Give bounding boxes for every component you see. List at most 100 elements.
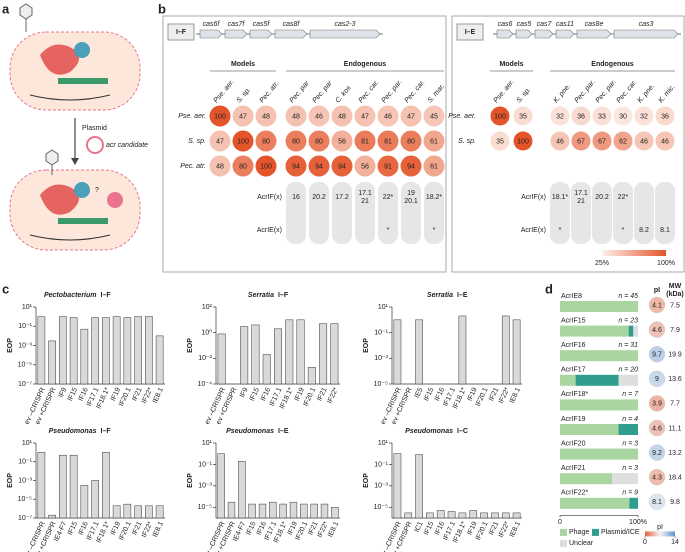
identity-cell — [592, 131, 612, 151]
acr-pill — [378, 182, 398, 244]
gene-arrow — [199, 29, 223, 39]
row-label: AcrIE8 — [561, 293, 582, 300]
identity-cell — [331, 155, 353, 177]
identity-value: 94 — [338, 163, 346, 170]
identity-value: 61 — [430, 163, 438, 170]
identity-value: 46 — [384, 113, 392, 120]
bar — [491, 512, 499, 519]
bar — [307, 367, 316, 385]
acr-cell: 20.2 — [312, 194, 326, 201]
bar-segment — [560, 350, 638, 362]
bar-segment — [560, 448, 638, 460]
chart-title: Pectobacterium — [44, 292, 97, 299]
models-header: Models — [231, 61, 255, 68]
row-label: AcrIF22* — [561, 490, 589, 497]
x-tick-label: IF9 — [239, 387, 250, 399]
acr-pill — [550, 182, 570, 244]
gene-arrow — [555, 29, 575, 39]
identity-value: 81 — [361, 138, 369, 145]
identity-value: 46 — [661, 138, 669, 145]
y-tick-label: 10¹ — [22, 304, 33, 311]
bar — [91, 317, 99, 385]
bar-segment — [628, 325, 634, 337]
identity-cell — [423, 130, 445, 152]
x-tick-label: IE8.1 — [509, 387, 522, 405]
y-tick-label: 10⁻³ — [198, 483, 212, 490]
column-label: Pec. par. — [574, 79, 597, 105]
identity-value: 56 — [338, 138, 346, 145]
y-axis-label: EOP — [363, 338, 370, 353]
type-box — [456, 23, 484, 41]
mw-value: 7.5 — [670, 302, 680, 309]
cell — [9, 169, 141, 251]
bar — [217, 453, 225, 519]
identity-value: 32 — [640, 113, 648, 120]
bar — [458, 315, 467, 385]
acr-pill — [655, 182, 675, 244]
bar — [123, 317, 132, 385]
column-label: Pec. car. — [616, 79, 639, 105]
bar — [501, 315, 510, 385]
acr-pill — [355, 182, 375, 244]
acr-pill — [613, 182, 633, 244]
identity-cell — [377, 130, 399, 152]
y-tick-label: 10⁻⁵ — [18, 362, 32, 369]
bar — [102, 317, 110, 385]
identity-cell — [308, 155, 330, 177]
legend-swatch — [560, 528, 567, 536]
gene-label: cas6 — [498, 21, 513, 28]
column-label: K. pne. — [553, 83, 573, 105]
column-label: Pec. par. — [595, 79, 618, 105]
plasmid — [86, 136, 104, 154]
y-axis-label: EOP — [7, 473, 14, 488]
identity-cell — [209, 105, 231, 127]
identity-value: 35 — [496, 138, 504, 145]
bar — [512, 319, 521, 385]
pi-circle — [648, 493, 666, 510]
bar — [145, 316, 153, 385]
bar — [217, 333, 226, 385]
legend-label: Unclear — [569, 540, 594, 547]
gene-label: cas7 — [537, 21, 553, 28]
identity-value: 47 — [216, 138, 224, 145]
identity-value: 94 — [292, 163, 300, 170]
identity-value: 48 — [262, 113, 270, 120]
identity-cell — [490, 131, 510, 151]
identity-value: 56 — [361, 163, 369, 170]
identity-cell — [571, 131, 591, 151]
bar — [331, 507, 339, 519]
mw-header: (kDa) — [666, 291, 684, 298]
column-label: Pec. atr. — [259, 80, 281, 104]
bar — [310, 503, 318, 519]
gene-label: cas2-3 — [334, 21, 355, 28]
bar — [269, 501, 277, 519]
identity-value: 36 — [577, 113, 585, 120]
identity-value: 61 — [430, 138, 438, 145]
acr-pill — [401, 182, 421, 244]
mw-value: 13.6 — [668, 376, 682, 383]
y-tick-label: 10⁻³ — [374, 483, 388, 490]
y-tick-label: 10⁻³ — [374, 355, 388, 362]
chart-title: I–F — [101, 292, 112, 299]
type-label: I–E — [465, 29, 476, 36]
acr-cell: * — [433, 227, 436, 234]
acr-cell: 17.1 — [358, 190, 372, 197]
y-tick-label: 10⁻¹ — [374, 330, 388, 337]
y-tick-label: 10⁻⁷ — [18, 515, 32, 522]
chart-title: I–E — [278, 428, 289, 435]
y-axis-label: EOP — [187, 338, 194, 353]
bar-segment — [560, 399, 638, 411]
pi-value: 3.9 — [652, 401, 662, 408]
legend-label: Plasmid/ICE — [601, 529, 640, 536]
identity-cell — [634, 106, 654, 126]
identity-cell — [354, 130, 376, 152]
bar — [274, 328, 282, 385]
identity-value: 100 — [214, 113, 226, 120]
bar — [404, 512, 413, 519]
chart-title: Pseudomonas — [405, 428, 453, 435]
bar — [102, 452, 110, 519]
gene-arrow — [249, 29, 273, 39]
x-tick-label: IE8.1 — [152, 387, 165, 405]
row-label: Pse. aer. — [448, 113, 476, 120]
n-label: n = 9 — [622, 490, 638, 497]
